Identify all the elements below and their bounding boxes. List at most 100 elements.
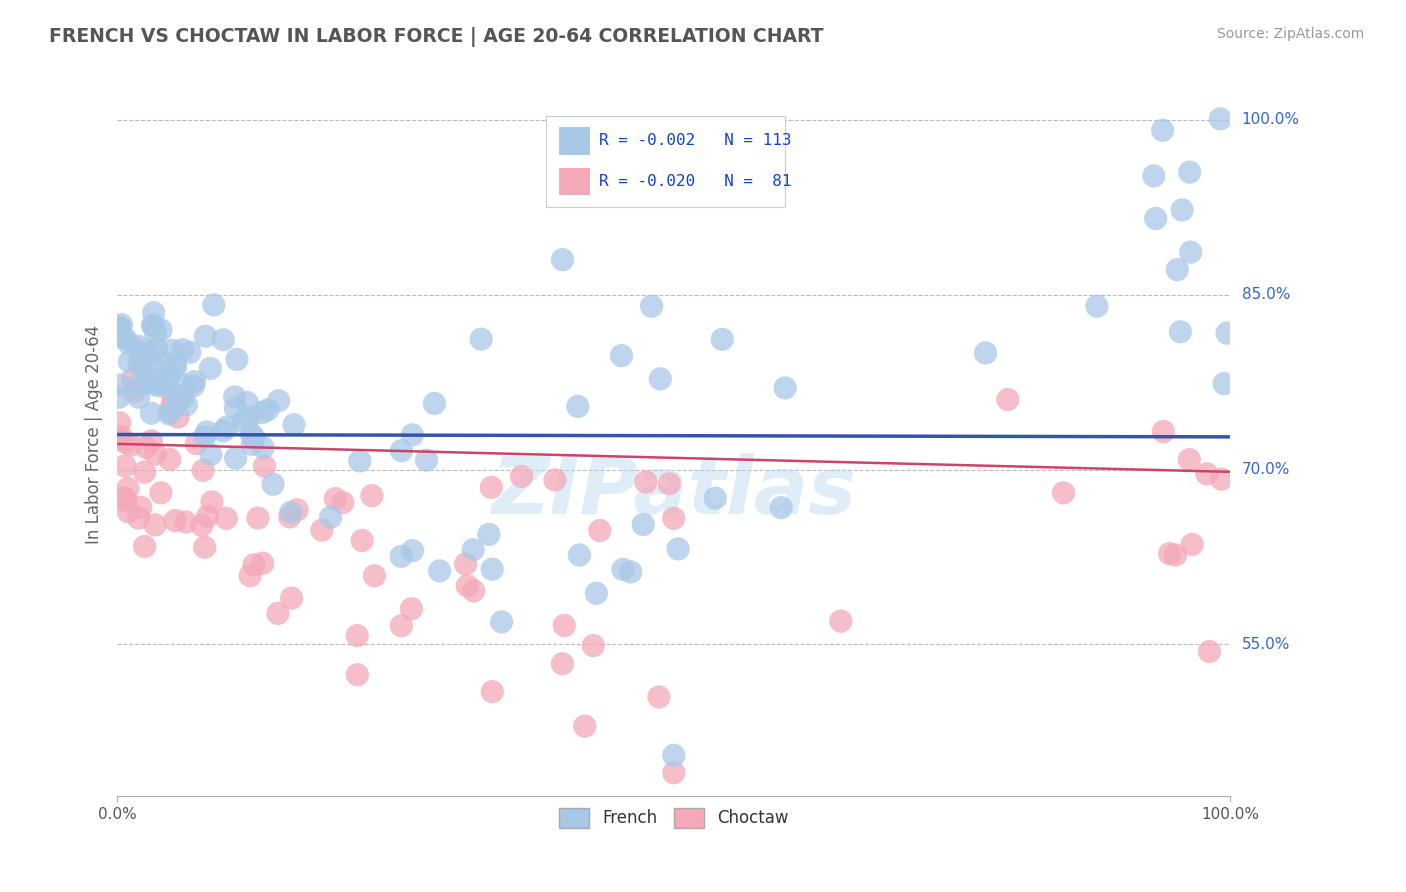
- Point: [160, 343, 183, 358]
- Point: [389, 443, 412, 458]
- Point: [1213, 376, 1236, 391]
- Point: [278, 509, 301, 524]
- Point: [162, 390, 184, 404]
- Point: [129, 500, 152, 515]
- Point: [285, 502, 308, 516]
- Point: [363, 568, 385, 582]
- Point: [491, 615, 513, 629]
- Point: [415, 453, 437, 467]
- Y-axis label: In Labor Force | Age 20-64: In Labor Force | Age 20-64: [86, 325, 103, 544]
- Point: [191, 463, 214, 477]
- Point: [319, 510, 342, 524]
- Point: [166, 396, 188, 410]
- Point: [481, 684, 503, 698]
- Point: [478, 527, 501, 541]
- Point: [567, 400, 589, 414]
- Point: [662, 765, 685, 780]
- Point: [1159, 547, 1181, 561]
- Point: [773, 381, 796, 395]
- Text: Source: ZipAtlas.com: Source: ZipAtlas.com: [1216, 27, 1364, 41]
- Point: [238, 410, 260, 425]
- Point: [135, 348, 157, 362]
- Point: [112, 491, 135, 505]
- Text: 55.0%: 55.0%: [1241, 637, 1289, 652]
- Point: [186, 436, 208, 450]
- Point: [252, 441, 274, 455]
- Point: [612, 562, 634, 576]
- Point: [183, 375, 205, 389]
- Point: [143, 447, 166, 461]
- Point: [662, 511, 685, 525]
- Bar: [560, 168, 591, 195]
- Point: [157, 407, 180, 421]
- Point: [121, 373, 143, 387]
- Point: [120, 438, 142, 452]
- Point: [141, 318, 163, 333]
- Point: [280, 505, 302, 519]
- Point: [127, 339, 149, 353]
- Point: [224, 401, 246, 416]
- Point: [461, 542, 484, 557]
- Point: [640, 299, 662, 313]
- Point: [246, 511, 269, 525]
- Point: [1216, 326, 1239, 340]
- Point: [181, 379, 204, 393]
- Point: [153, 377, 176, 392]
- Point: [122, 384, 145, 399]
- Point: [582, 639, 605, 653]
- Point: [240, 427, 263, 442]
- Point: [423, 396, 446, 410]
- Point: [134, 465, 156, 479]
- Point: [129, 354, 152, 368]
- Point: [544, 473, 567, 487]
- Point: [479, 480, 502, 494]
- Point: [389, 619, 412, 633]
- Point: [200, 361, 222, 376]
- Point: [174, 515, 197, 529]
- Point: [240, 437, 263, 451]
- Point: [117, 481, 139, 495]
- Point: [165, 358, 187, 372]
- Point: [1171, 202, 1194, 217]
- Point: [648, 690, 671, 704]
- Text: ZIPatlas: ZIPatlas: [491, 453, 856, 532]
- Point: [1211, 472, 1233, 486]
- Point: [568, 548, 591, 562]
- Point: [179, 345, 201, 359]
- Point: [666, 541, 689, 556]
- Point: [195, 425, 218, 439]
- Point: [1198, 644, 1220, 658]
- Point: [159, 452, 181, 467]
- Point: [165, 514, 187, 528]
- Point: [232, 414, 254, 428]
- Point: [239, 568, 262, 582]
- Point: [127, 378, 149, 392]
- Point: [118, 354, 141, 368]
- Legend: French, Choctaw: French, Choctaw: [553, 801, 796, 835]
- Point: [1052, 486, 1074, 500]
- Point: [172, 343, 194, 357]
- Point: [352, 533, 374, 548]
- Point: [225, 451, 247, 466]
- Point: [197, 509, 219, 524]
- Point: [650, 372, 672, 386]
- Point: [128, 344, 150, 359]
- Point: [332, 495, 354, 509]
- Point: [167, 409, 190, 424]
- Text: 85.0%: 85.0%: [1241, 287, 1289, 302]
- Point: [510, 469, 533, 483]
- Point: [212, 424, 235, 438]
- Point: [111, 330, 134, 344]
- Point: [401, 428, 423, 442]
- Point: [551, 252, 574, 267]
- Text: FRENCH VS CHOCTAW IN LABOR FORCE | AGE 20-64 CORRELATION CHART: FRENCH VS CHOCTAW IN LABOR FORCE | AGE 2…: [49, 27, 824, 46]
- Point: [142, 306, 165, 320]
- Point: [1195, 467, 1218, 481]
- Point: [1170, 325, 1192, 339]
- Point: [159, 405, 181, 419]
- Point: [212, 333, 235, 347]
- Bar: [560, 128, 591, 154]
- Text: R = -0.020   N =  81: R = -0.020 N = 81: [599, 174, 792, 189]
- Text: R = -0.002   N = 113: R = -0.002 N = 113: [599, 134, 792, 148]
- Point: [243, 431, 266, 445]
